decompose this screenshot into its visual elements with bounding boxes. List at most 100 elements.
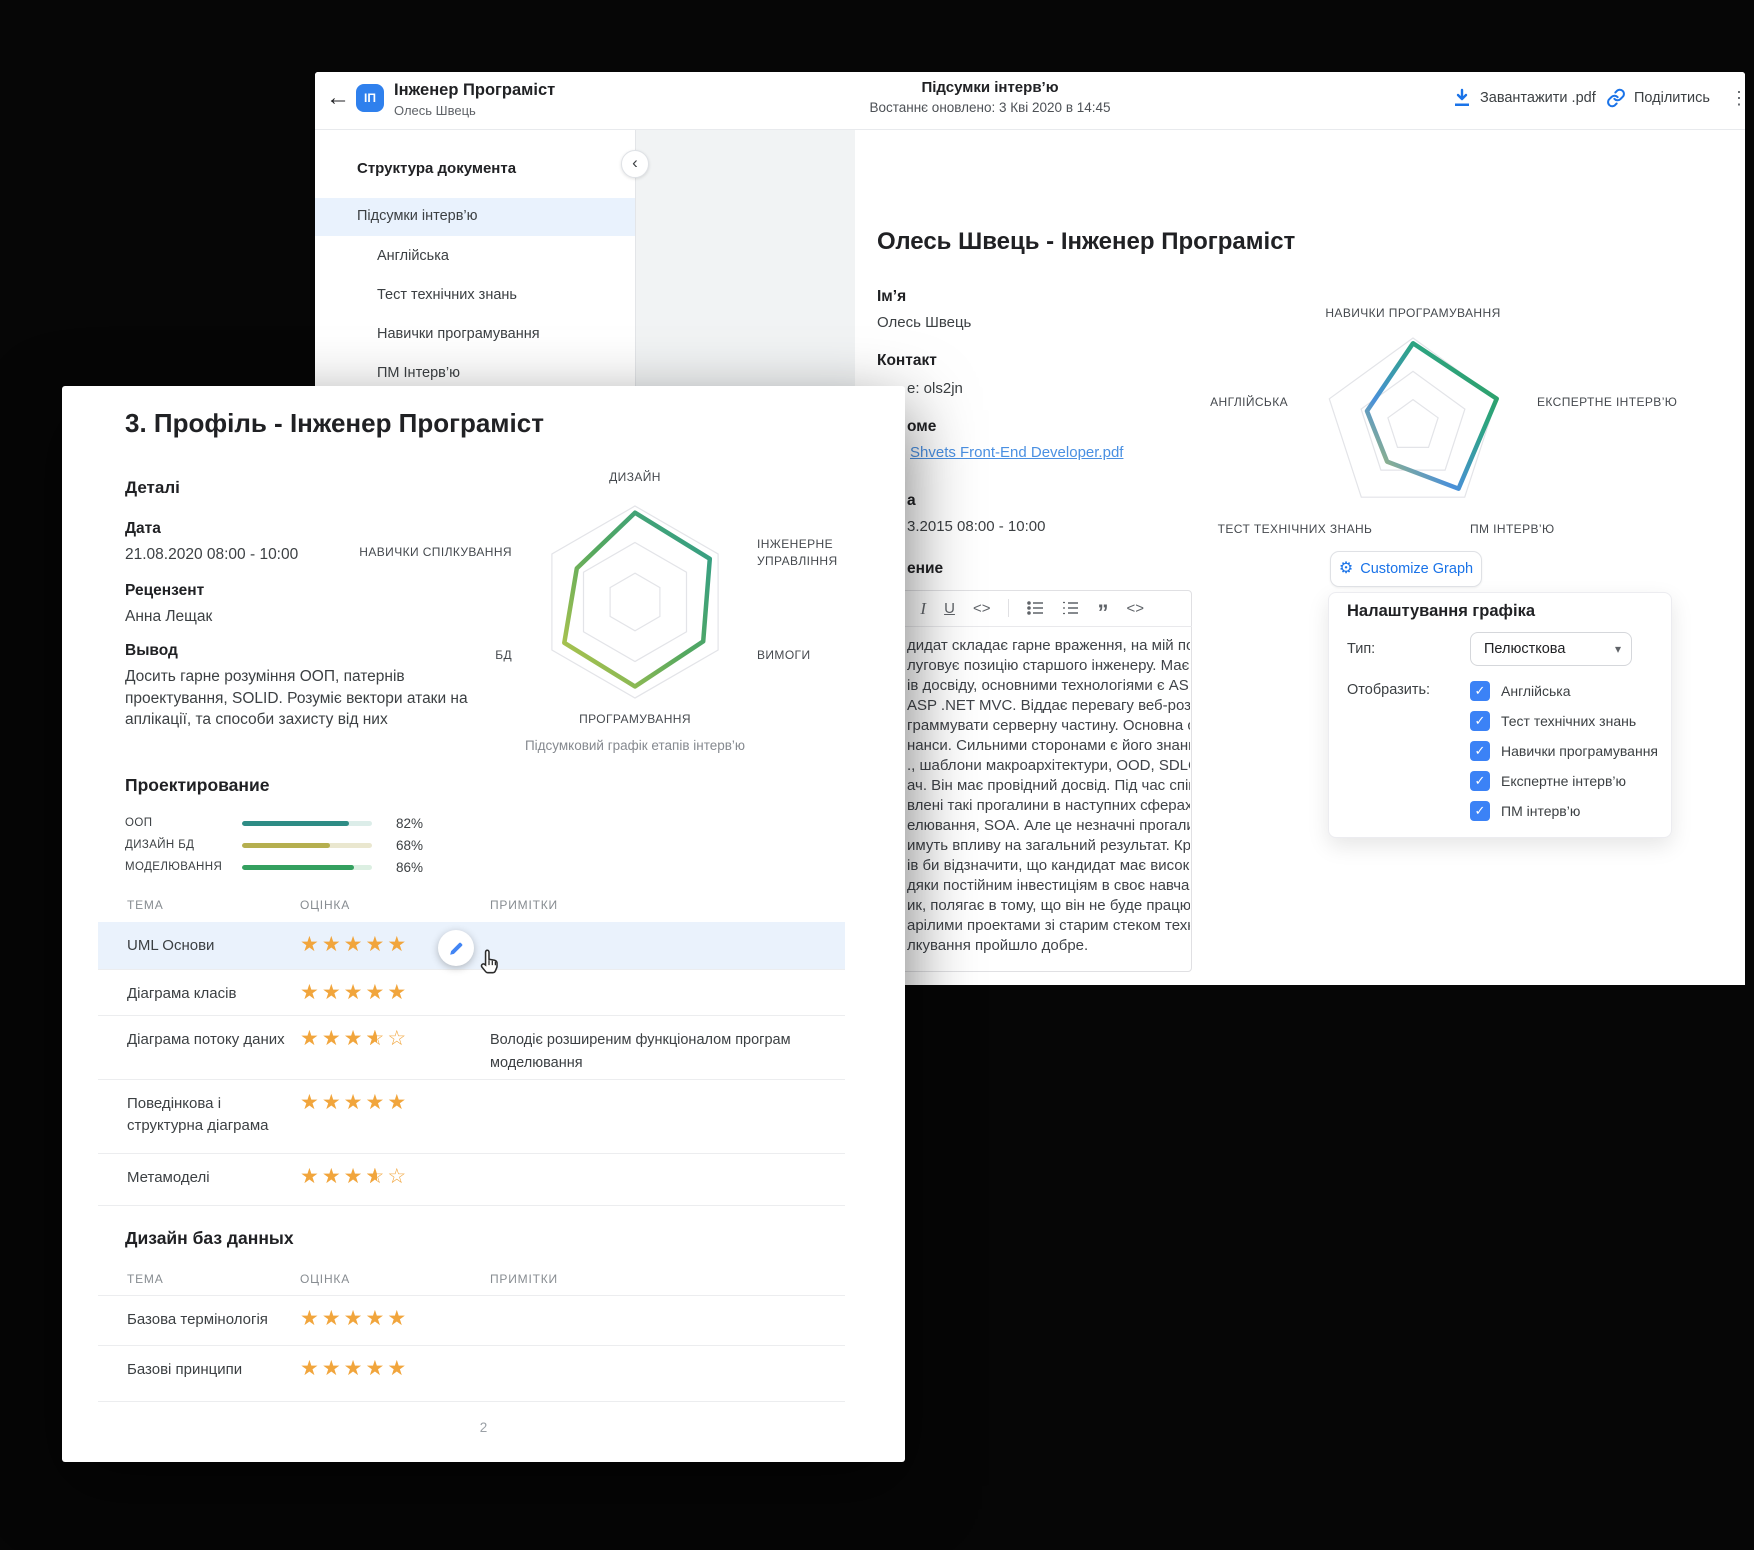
back-arrow-icon[interactable]: ← — [326, 84, 350, 111]
type-label: Тип: — [1347, 641, 1376, 657]
resume-pdf-link[interactable]: Shvets Front-End Developer.pdf — [910, 444, 1124, 461]
sidebar-collapse-button[interactable]: ‹ — [621, 150, 649, 178]
checkbox-tech-test[interactable]: ✓ Тест технічних знань — [1470, 711, 1636, 731]
skill-bar-track — [242, 820, 372, 826]
display-label: Отобразить: — [1347, 682, 1431, 698]
skill-percent: 82% — [396, 815, 424, 831]
share-button[interactable]: Поділитись — [1606, 88, 1710, 108]
star-rating: ★ ★ ★ ★ ★ — [300, 933, 410, 956]
sidebar-item-english[interactable]: Англійська — [377, 248, 449, 264]
summary-radar-chart — [1313, 326, 1513, 526]
checkbox-label: Експертне інтерв’ю — [1501, 773, 1627, 789]
italic-icon[interactable]: I — [920, 598, 927, 618]
stages-radar-chart — [525, 492, 745, 712]
note — [490, 970, 820, 1015]
reviewer-value: Анна Лещак — [125, 608, 213, 625]
db-section-title: Дизайн баз данных — [125, 1228, 294, 1248]
last-updated: Востаннє оновлено: 3 Кві 2020 в 14:45 — [869, 100, 1111, 115]
sidebar-active-row[interactable] — [315, 198, 635, 236]
checkbox-checked-icon[interactable]: ✓ — [1470, 801, 1490, 821]
app-subtitle: Олесь Швець — [394, 103, 476, 118]
underline-icon[interactable]: U — [944, 599, 955, 617]
skill-bar-fill — [242, 842, 331, 848]
date-label: а — [907, 492, 916, 509]
radar-label-db: БД — [495, 648, 512, 662]
radar-label-communication: НАВИЧКИ СПІЛКУВАННЯ — [359, 545, 512, 559]
link-icon — [1606, 88, 1626, 108]
editor-text[interactable]: дидат складає гарне враження, на мій пог… — [907, 637, 1190, 954]
date-value: 3.2015 08:00 - 10:00 — [907, 518, 1046, 535]
code-block-icon[interactable]: <> — [1126, 599, 1144, 617]
topic: UML Основи — [127, 937, 215, 954]
bulleted-list-icon[interactable] — [1027, 600, 1044, 616]
star-rating: ★★★☆★☆ — [300, 1027, 410, 1050]
document-avatar: ІП — [356, 84, 384, 112]
checkbox-checked-icon[interactable]: ✓ — [1470, 741, 1490, 761]
db-table: ТЕМА ОЦІНКА ПРИМІТКИ Базова термінологія… — [98, 1262, 845, 1402]
star-rating: ★ ★ ★ ★ ★ — [300, 1091, 410, 1114]
note — [490, 1080, 820, 1153]
radar-label-english: АНГЛІЙСЬКА — [1210, 395, 1288, 409]
star-rating: ★★★☆★☆ — [300, 1165, 410, 1188]
checkbox-pm-interview[interactable]: ✓ ПМ інтерв’ю — [1470, 801, 1580, 821]
checkbox-label: ПМ інтерв’ю — [1501, 803, 1581, 819]
note — [490, 1296, 820, 1345]
radar-label-requirements: ВИМОГИ — [757, 648, 811, 662]
chevron-down-icon: ▾ — [1614, 642, 1621, 656]
checkbox-checked-icon[interactable]: ✓ — [1470, 681, 1490, 701]
checkbox-label: Тест технічних знань — [1501, 713, 1637, 729]
sidebar-title: Структура документа — [357, 160, 517, 177]
chart-type-select[interactable]: Пелюсткова ▾ — [1470, 632, 1632, 666]
inline-code-icon[interactable]: <> — [972, 599, 991, 617]
checkbox-checked-icon[interactable]: ✓ — [1470, 771, 1490, 791]
topic: Базова термінологія — [127, 1311, 268, 1328]
note — [490, 922, 820, 969]
doc-title: Підсумки інтерв’ю — [921, 79, 1059, 96]
checkbox-english[interactable]: ✓ Англійська — [1470, 681, 1570, 701]
radar-label-programming-skills: НАВИЧКИ ПРОГРАМУВАННЯ — [1325, 306, 1501, 320]
checkbox-programming[interactable]: ✓ Навички програмування — [1470, 741, 1658, 761]
radar-label-eng-management: ІНЖЕНЕРНЕ УПРАВЛІННЯ — [757, 537, 838, 568]
skill-bar-row: ООП 82% — [125, 812, 423, 834]
sidebar-item-tech-test[interactable]: Тест технічних знань — [377, 287, 517, 303]
numbered-list-icon[interactable] — [1062, 600, 1079, 616]
editor-toolbar: I U <> ” <> — [795, 590, 1192, 627]
quote-icon[interactable]: ” — [1097, 599, 1109, 625]
checkbox-label: Навички програмування — [1501, 743, 1659, 759]
table-row: Діаграма потоку даних ★★★☆★☆ Володіє роз… — [98, 1016, 845, 1080]
checkbox-expert-interview[interactable]: ✓ Експертне інтерв’ю — [1470, 771, 1626, 791]
skill-label: ООП — [125, 817, 153, 829]
table-row: Метамоделі ★★★☆★☆ — [98, 1154, 845, 1206]
col-topic: ТЕМА — [127, 898, 164, 912]
customize-graph-button[interactable]: ⚙ Customize Graph — [1330, 551, 1482, 587]
more-menu-icon[interactable]: ⋮ — [1730, 88, 1748, 108]
skills-section-title: Проектирование — [125, 775, 270, 795]
checkbox-checked-icon[interactable]: ✓ — [1470, 711, 1490, 731]
note: Володіє розширеним функціоналом програм … — [490, 1032, 791, 1071]
star-rating: ★ ★ ★ ★ ★ — [300, 1357, 410, 1380]
details-section-label: Деталі — [125, 478, 180, 497]
skill-percent: 68% — [396, 837, 424, 853]
col-notes: ПРИМІТКИ — [490, 1272, 558, 1286]
conclusion-text: Досить гарне розуміння ООП, патернів про… — [125, 668, 468, 728]
chart-type-value: Пелюсткова — [1484, 641, 1566, 657]
reviewer-label: Рецензент — [125, 582, 205, 599]
table-row: Базова термінологія ★ ★ ★ ★ ★ — [98, 1296, 845, 1346]
sidebar-item-programming[interactable]: Навички програмування — [377, 326, 540, 342]
download-pdf-button[interactable]: Завантажити .pdf — [1452, 88, 1596, 108]
radar-label-pm-interview: ПМ ІНТЕРВ’Ю — [1470, 522, 1555, 536]
sidebar-item-summary[interactable]: Підсумки інтерв’ю — [357, 208, 478, 224]
note — [490, 1346, 820, 1401]
skill-bar-fill — [242, 820, 349, 826]
skill-percent: 86% — [396, 859, 424, 875]
col-topic: ТЕМА — [127, 1272, 164, 1286]
note — [490, 1154, 820, 1205]
date-label: Дата — [125, 520, 161, 537]
star-rating: ★ ★ ★ ★ ★ — [300, 1307, 410, 1330]
header-center: Підсумки інтерв’ю Востаннє оновлено: 3 К… — [790, 79, 1190, 115]
document-heading: Олесь Швець - Інженер Програміст — [877, 228, 1296, 255]
sidebar-item-pm-interview[interactable]: ПМ Інтерв’ю — [377, 365, 460, 381]
table-header: ТЕМА ОЦІНКА ПРИМІТКИ — [98, 1262, 845, 1296]
edit-note-button[interactable] — [438, 930, 474, 966]
